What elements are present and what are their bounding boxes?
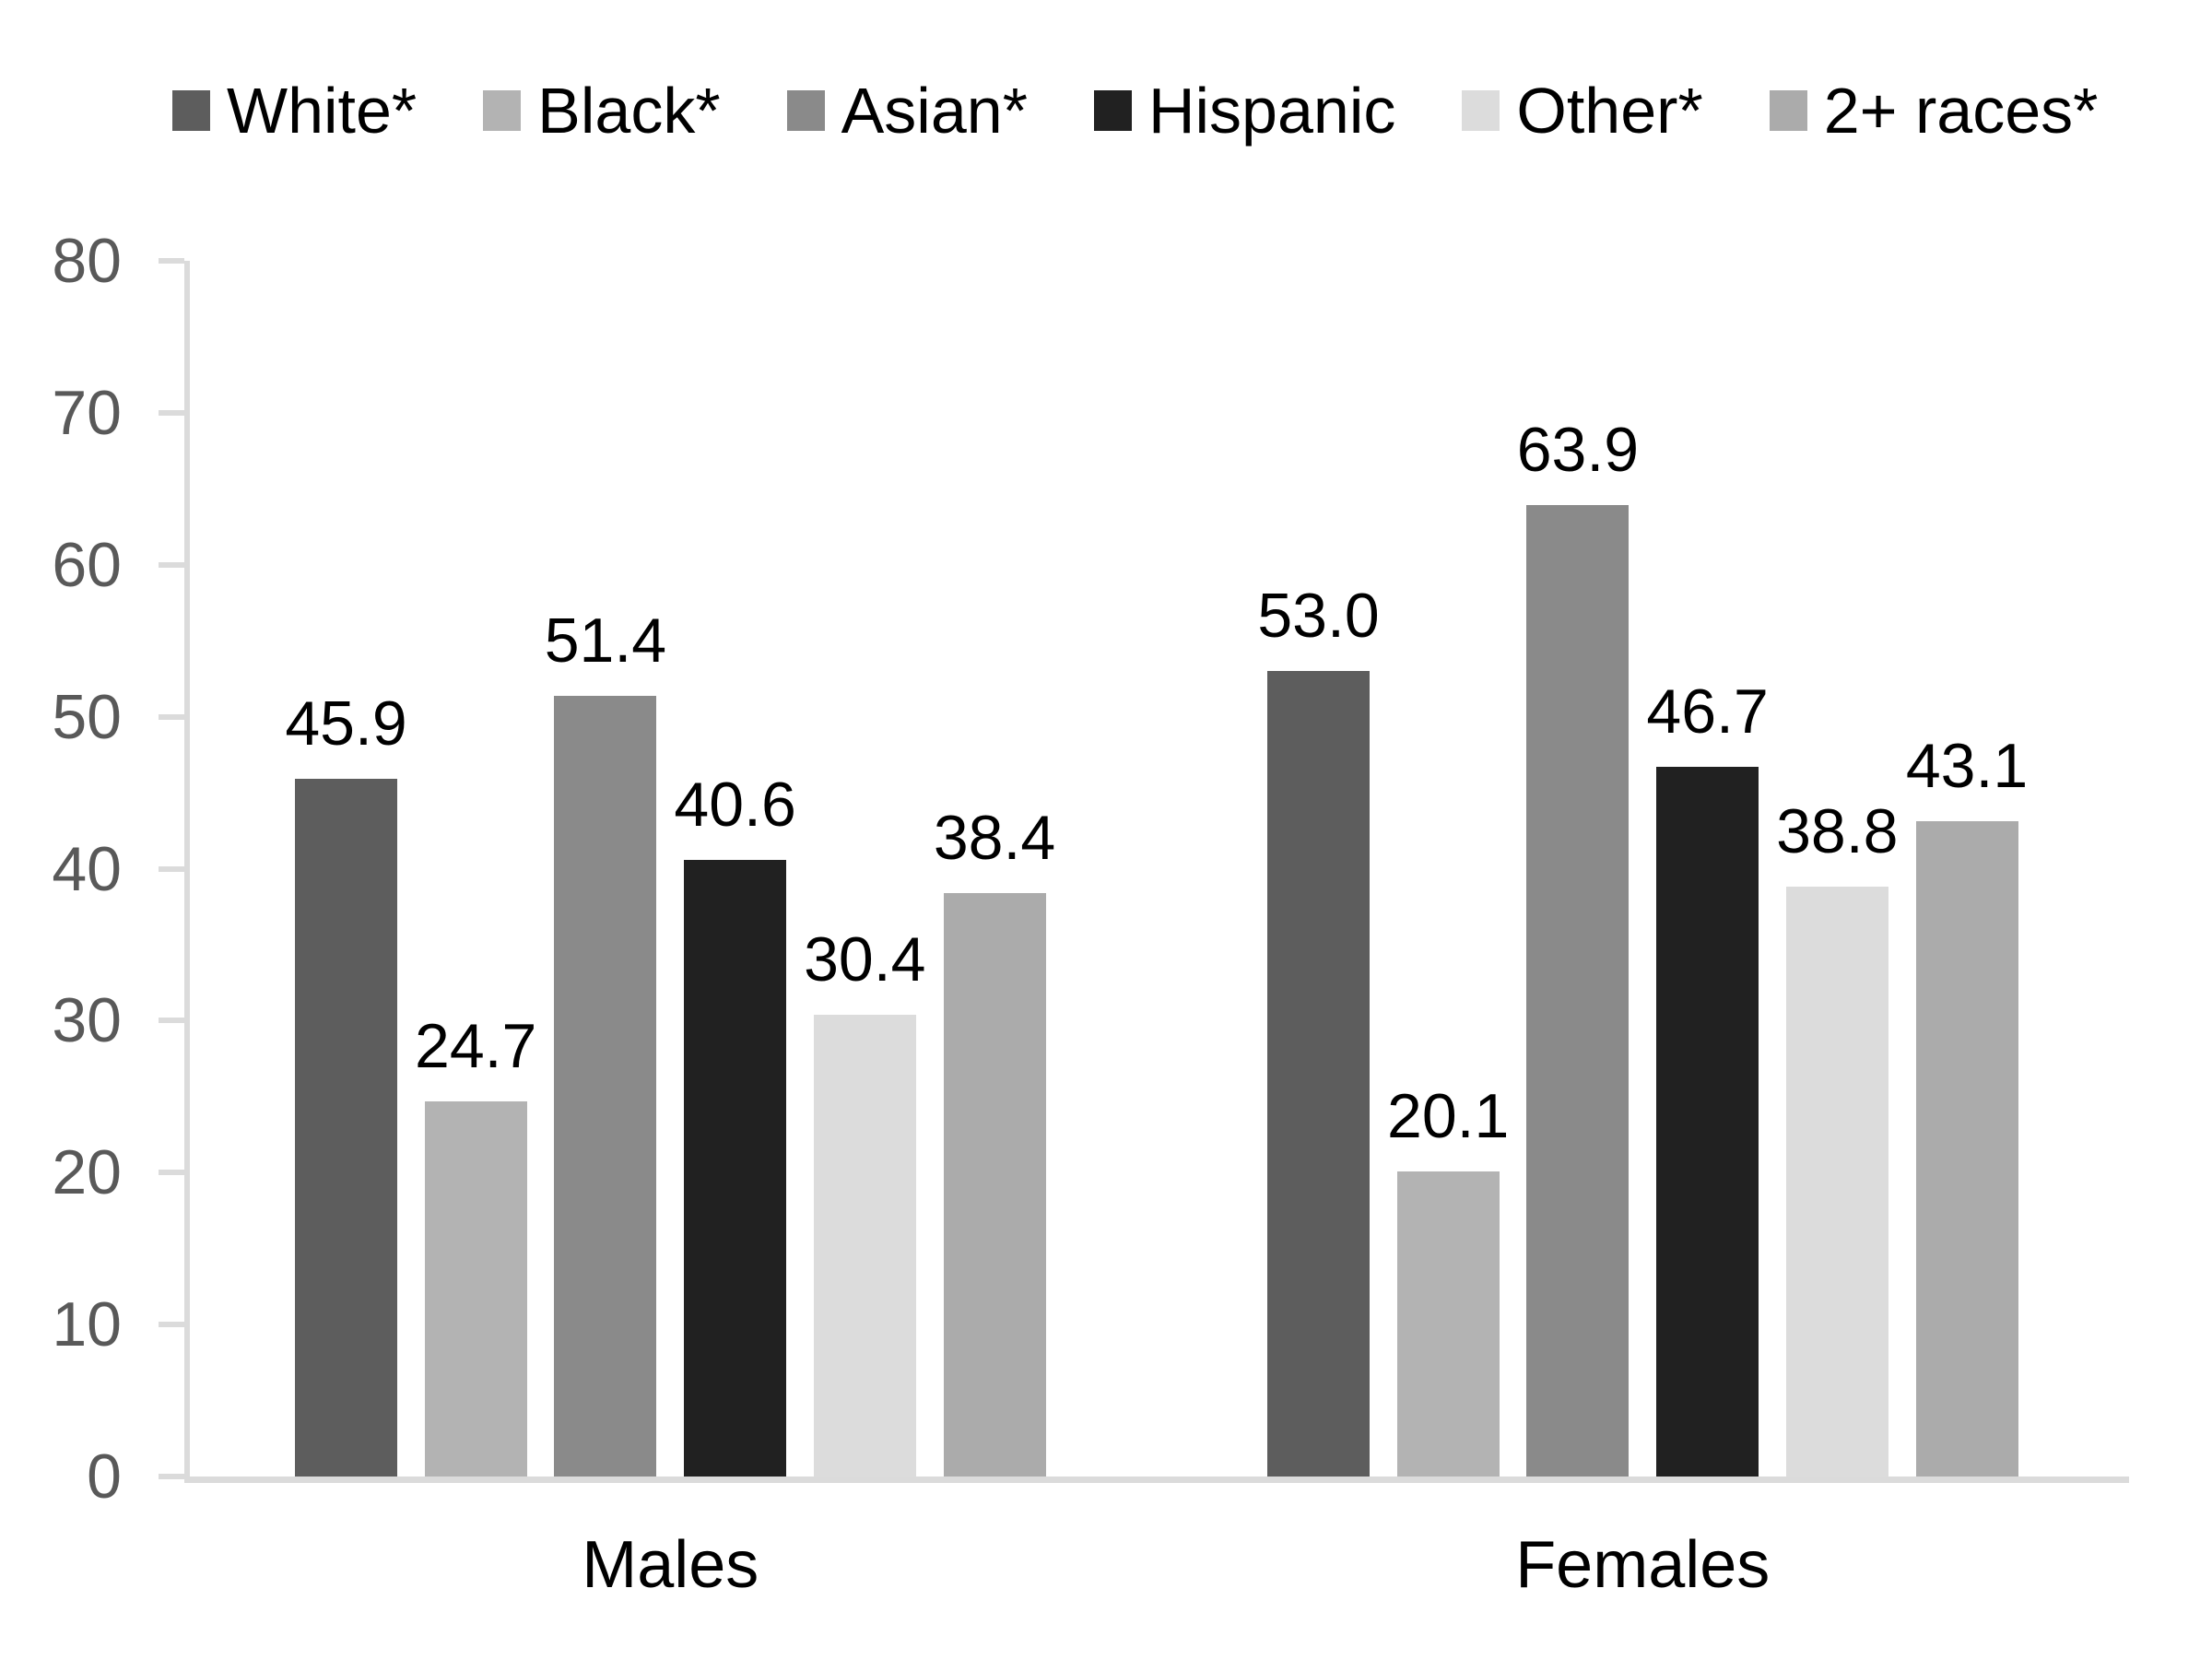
legend-swatch-2-races bbox=[1769, 90, 1807, 131]
data-label-males-hispanic: 40.6 bbox=[674, 769, 796, 840]
y-axis-tick bbox=[159, 1018, 184, 1024]
y-tick-label: 80 bbox=[52, 226, 122, 296]
data-label-males-2-races: 38.4 bbox=[933, 802, 1056, 873]
legend-item-other: Other* bbox=[1462, 75, 1703, 147]
y-axis-tick bbox=[159, 713, 184, 720]
category-label-females: Females bbox=[1515, 1528, 1771, 1602]
y-axis-tick bbox=[159, 258, 184, 264]
x-axis-line bbox=[184, 1477, 2129, 1483]
chart-legend: White* Black* Asian* Hispanic Other* 2+ races… bbox=[172, 78, 2098, 143]
bar-females-hispanic: 46.7 bbox=[1646, 680, 1769, 1477]
data-label-males-other: 30.4 bbox=[804, 924, 926, 994]
data-label-females-2-races: 43.1 bbox=[1905, 731, 2029, 802]
y-tick-label: 50 bbox=[52, 681, 122, 752]
y-axis-tick bbox=[159, 1170, 184, 1176]
y-tick-label: 0 bbox=[87, 1441, 122, 1512]
data-label-females-white: 53.0 bbox=[1257, 581, 1380, 652]
y-tick-label: 70 bbox=[52, 377, 122, 448]
y-axis-tick bbox=[159, 1474, 184, 1479]
data-label-females-hispanic: 46.7 bbox=[1646, 677, 1769, 747]
y-tick-label: 20 bbox=[52, 1137, 122, 1208]
legend-label: Asian* bbox=[841, 75, 1028, 147]
bar-females-white: 53.0 bbox=[1257, 584, 1380, 1477]
data-label-males-white: 45.9 bbox=[285, 688, 407, 759]
bar-males-asian: 51.4 bbox=[545, 609, 666, 1477]
legend-label: 2+ races* bbox=[1823, 75, 2099, 147]
data-label-males-black: 24.7 bbox=[415, 1010, 537, 1081]
legend-item-asian: Asian* bbox=[786, 75, 1028, 147]
bar-males-white: 45.9 bbox=[285, 692, 407, 1477]
y-axis-tick bbox=[159, 865, 184, 872]
legend-item-white: White* bbox=[172, 78, 417, 143]
bar-males-2-races: 38.4 bbox=[934, 806, 1055, 1477]
y-axis-line bbox=[184, 261, 190, 1483]
y-tick-label: 10 bbox=[52, 1289, 122, 1360]
bar-females-2-races: 43.1 bbox=[1906, 735, 2028, 1477]
y-axis-tick bbox=[159, 1322, 184, 1328]
data-label-females-other: 38.8 bbox=[1776, 796, 1899, 867]
y-axis-tick bbox=[159, 409, 184, 416]
legend-label: Hispanic bbox=[1147, 75, 1396, 147]
category-label-males: Males bbox=[582, 1528, 759, 1602]
legend-swatch-black bbox=[483, 90, 522, 131]
legend-label: White* bbox=[227, 75, 418, 147]
y-tick-label: 30 bbox=[52, 985, 122, 1056]
legend-item-black: Black* bbox=[483, 75, 721, 147]
data-label-females-asian: 63.9 bbox=[1516, 415, 1640, 486]
data-label-females-black: 20.1 bbox=[1387, 1080, 1510, 1151]
legend-swatch-asian bbox=[786, 90, 825, 131]
legend-swatch-other bbox=[1462, 90, 1500, 131]
legend-item-hispanic: Hispanic bbox=[1093, 75, 1396, 147]
bar-females-asian: 63.9 bbox=[1517, 418, 1639, 1477]
bar-females-other: 38.8 bbox=[1776, 800, 1898, 1477]
y-tick-label: 40 bbox=[52, 833, 122, 904]
legend-label: Other* bbox=[1516, 75, 1703, 147]
y-tick-label: 60 bbox=[52, 529, 122, 600]
data-label-males-asian: 51.4 bbox=[544, 605, 667, 676]
legend-label: Black* bbox=[537, 75, 721, 147]
legend-swatch-hispanic bbox=[1093, 90, 1132, 131]
plot-area: 45.9 24.7 51.4 40.6 30.4 38.4 53.0 20.1 63.9 46.7… bbox=[159, 258, 2129, 1483]
bar-males-other: 30.4 bbox=[804, 928, 925, 1477]
y-axis-tick bbox=[159, 561, 184, 568]
bar-males-black: 24.7 bbox=[415, 1015, 536, 1477]
bar-females-black: 20.1 bbox=[1387, 1085, 1509, 1477]
legend-item-2-races: 2+ races* bbox=[1769, 75, 2099, 147]
bar-males-hispanic: 40.6 bbox=[674, 773, 796, 1477]
legend-swatch-white bbox=[172, 90, 210, 131]
